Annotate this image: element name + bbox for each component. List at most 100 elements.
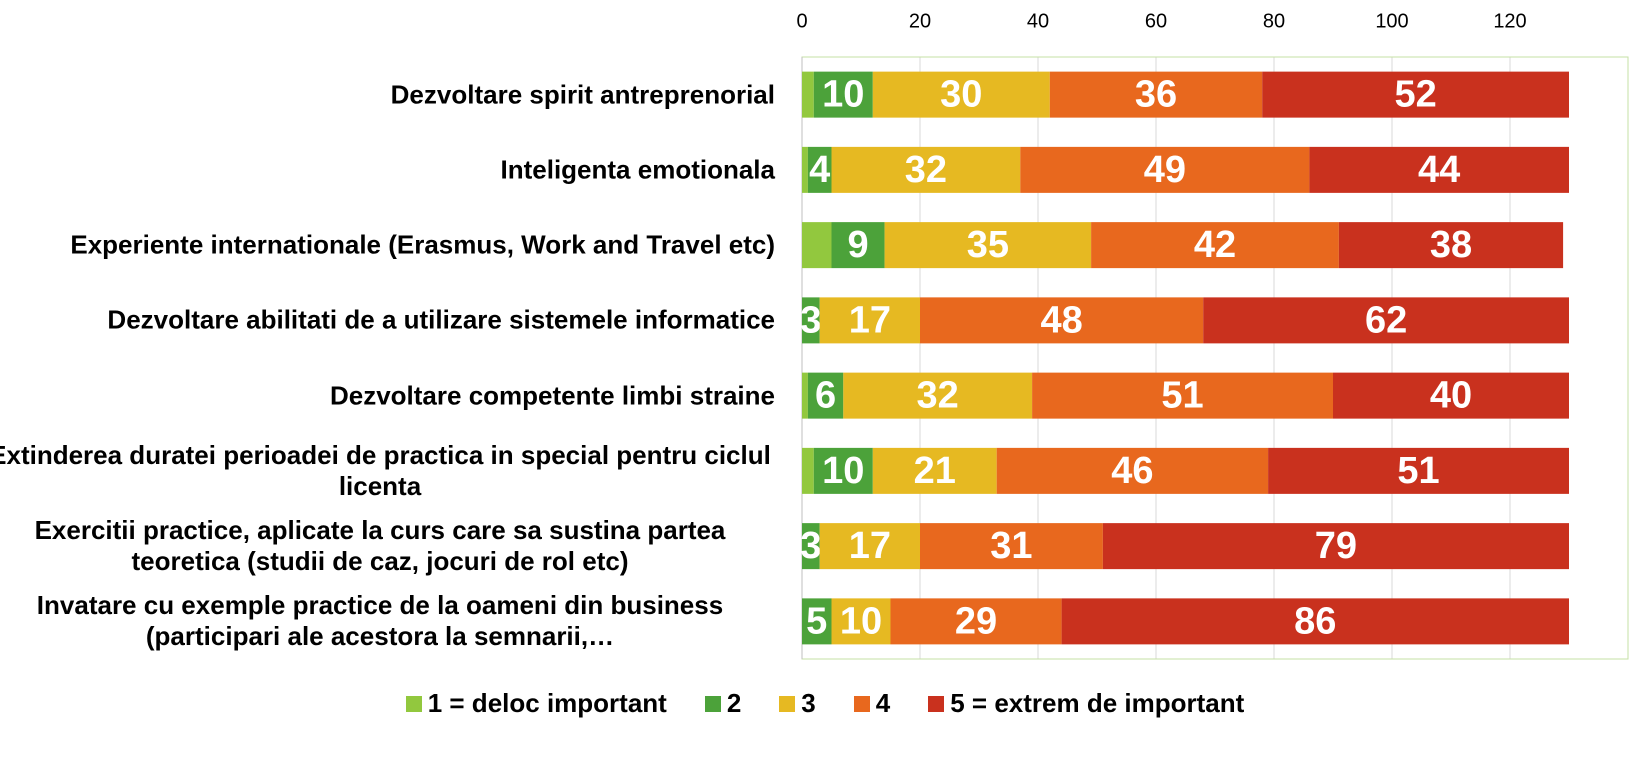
bar-segment bbox=[1203, 297, 1569, 344]
bar-segment bbox=[807, 372, 844, 419]
data-label: 32 bbox=[905, 149, 947, 191]
x-tick-label: 20 bbox=[909, 10, 931, 32]
bar-segment bbox=[807, 146, 832, 193]
bar-segment bbox=[1061, 598, 1569, 645]
data-label: 17 bbox=[849, 299, 891, 341]
legend-item: 5 = extrem de important bbox=[928, 688, 1244, 719]
data-label: 62 bbox=[1365, 299, 1407, 341]
data-label: 79 bbox=[1315, 525, 1357, 567]
data-label: 52 bbox=[1394, 74, 1436, 116]
legend-label: 2 bbox=[726, 688, 742, 718]
data-label: 46 bbox=[1111, 450, 1153, 492]
category-text: Dezvoltare competente limbi straine bbox=[329, 380, 775, 411]
category-text: Extinderea duratei perioadei de practica… bbox=[0, 439, 771, 501]
data-label: 10 bbox=[840, 600, 882, 642]
bar-segment bbox=[1049, 71, 1263, 118]
data-label: 51 bbox=[1397, 450, 1439, 492]
legend-label: 4 bbox=[875, 688, 891, 718]
category-label: Invatare cu exemple practice de la oamen… bbox=[0, 590, 775, 652]
x-tick-label: 120 bbox=[1493, 10, 1526, 32]
data-label: 10 bbox=[822, 450, 864, 492]
x-tick-label: 60 bbox=[1145, 10, 1167, 32]
bar-segment bbox=[1020, 146, 1310, 193]
bar-segment bbox=[1268, 447, 1569, 494]
category-text: Dezvoltare abilitati de a utilizare sist… bbox=[107, 304, 775, 335]
data-label: 49 bbox=[1144, 149, 1186, 191]
data-label: 40 bbox=[1430, 375, 1472, 417]
bar-segment bbox=[1032, 372, 1333, 419]
data-label: 48 bbox=[1040, 299, 1082, 341]
legend-swatch bbox=[853, 695, 870, 712]
legend-swatch bbox=[405, 695, 422, 712]
bar-segment bbox=[802, 372, 808, 419]
bar-segment bbox=[1333, 372, 1569, 419]
data-label: 3 bbox=[800, 299, 821, 341]
data-label: 86 bbox=[1294, 600, 1336, 642]
legend-item: 2 bbox=[704, 688, 742, 719]
x-tick-label: 0 bbox=[796, 10, 807, 32]
x-tick-label: 40 bbox=[1027, 10, 1049, 32]
category-label: Dezvoltare abilitati de a utilizare sist… bbox=[0, 305, 775, 336]
data-label: 17 bbox=[849, 525, 891, 567]
legend-swatch bbox=[928, 695, 945, 712]
data-label: 51 bbox=[1161, 375, 1203, 417]
bar-segment bbox=[819, 297, 920, 344]
bar-segment bbox=[1091, 222, 1339, 269]
category-label: Experiente internationale (Erasmus, Work… bbox=[0, 230, 775, 261]
data-label: 32 bbox=[917, 375, 959, 417]
legend-label: 3 bbox=[801, 688, 816, 718]
bar-segment bbox=[802, 447, 814, 494]
legend: 1 = deloc important 2 3 4 5 = extrem de impo… bbox=[0, 688, 1650, 719]
bar-segment bbox=[1338, 222, 1564, 269]
bar-segment bbox=[813, 447, 873, 494]
legend-item: 4 bbox=[853, 688, 891, 719]
data-label: 3 bbox=[800, 525, 821, 567]
bar-segment bbox=[819, 523, 920, 570]
category-text: Exercitii practice, aplicate la curs car… bbox=[34, 515, 726, 577]
bar-segment bbox=[920, 523, 1103, 570]
category-label: Dezvoltare competente limbi straine bbox=[0, 380, 775, 411]
bar-segment bbox=[802, 523, 820, 570]
data-label: 21 bbox=[914, 450, 956, 492]
bar-segment bbox=[802, 297, 820, 344]
category-text: Dezvoltare spirit antreprenorial bbox=[390, 79, 775, 110]
data-label: 31 bbox=[990, 525, 1032, 567]
bar-segment bbox=[996, 447, 1269, 494]
legend-label: 1 = deloc important bbox=[427, 688, 667, 718]
bar-segment bbox=[1262, 71, 1569, 118]
category-label: Inteligenta emotionala bbox=[0, 154, 776, 185]
data-label: 4 bbox=[809, 149, 830, 191]
x-tick-label: 80 bbox=[1263, 10, 1285, 32]
category-text: Invatare cu exemple practice de la oamen… bbox=[36, 590, 724, 652]
data-label: 29 bbox=[955, 600, 997, 642]
legend-label: 5 = extrem de important bbox=[950, 688, 1245, 718]
data-label: 36 bbox=[1135, 74, 1177, 116]
bar-segment bbox=[884, 222, 1092, 269]
bar-segment bbox=[802, 222, 832, 269]
legend-item: 1 = deloc important bbox=[405, 688, 667, 719]
data-label: 30 bbox=[940, 74, 982, 116]
data-label: 5 bbox=[806, 600, 827, 642]
legend-swatch bbox=[704, 695, 721, 712]
data-label: 44 bbox=[1418, 149, 1460, 191]
legend-swatch bbox=[779, 695, 796, 712]
x-tick-label: 100 bbox=[1375, 10, 1408, 32]
bar-segment bbox=[1309, 146, 1569, 193]
data-label: 9 bbox=[847, 224, 868, 266]
category-label: Dezvoltare spirit antreprenorial bbox=[0, 79, 775, 110]
bar-segment bbox=[831, 222, 885, 269]
data-label: 38 bbox=[1430, 224, 1472, 266]
bar-segment bbox=[831, 598, 891, 645]
data-label: 6 bbox=[815, 375, 836, 417]
bar-segment bbox=[802, 71, 814, 118]
bar-segment bbox=[802, 146, 808, 193]
bar-segment bbox=[872, 71, 1050, 118]
bar-segment bbox=[802, 598, 832, 645]
data-label: 35 bbox=[967, 224, 1009, 266]
bar-segment bbox=[920, 297, 1204, 344]
legend-item: 3 bbox=[779, 688, 816, 719]
category-label: Exercitii practice, aplicate la curs car… bbox=[0, 515, 775, 577]
bar-segment bbox=[890, 598, 1062, 645]
